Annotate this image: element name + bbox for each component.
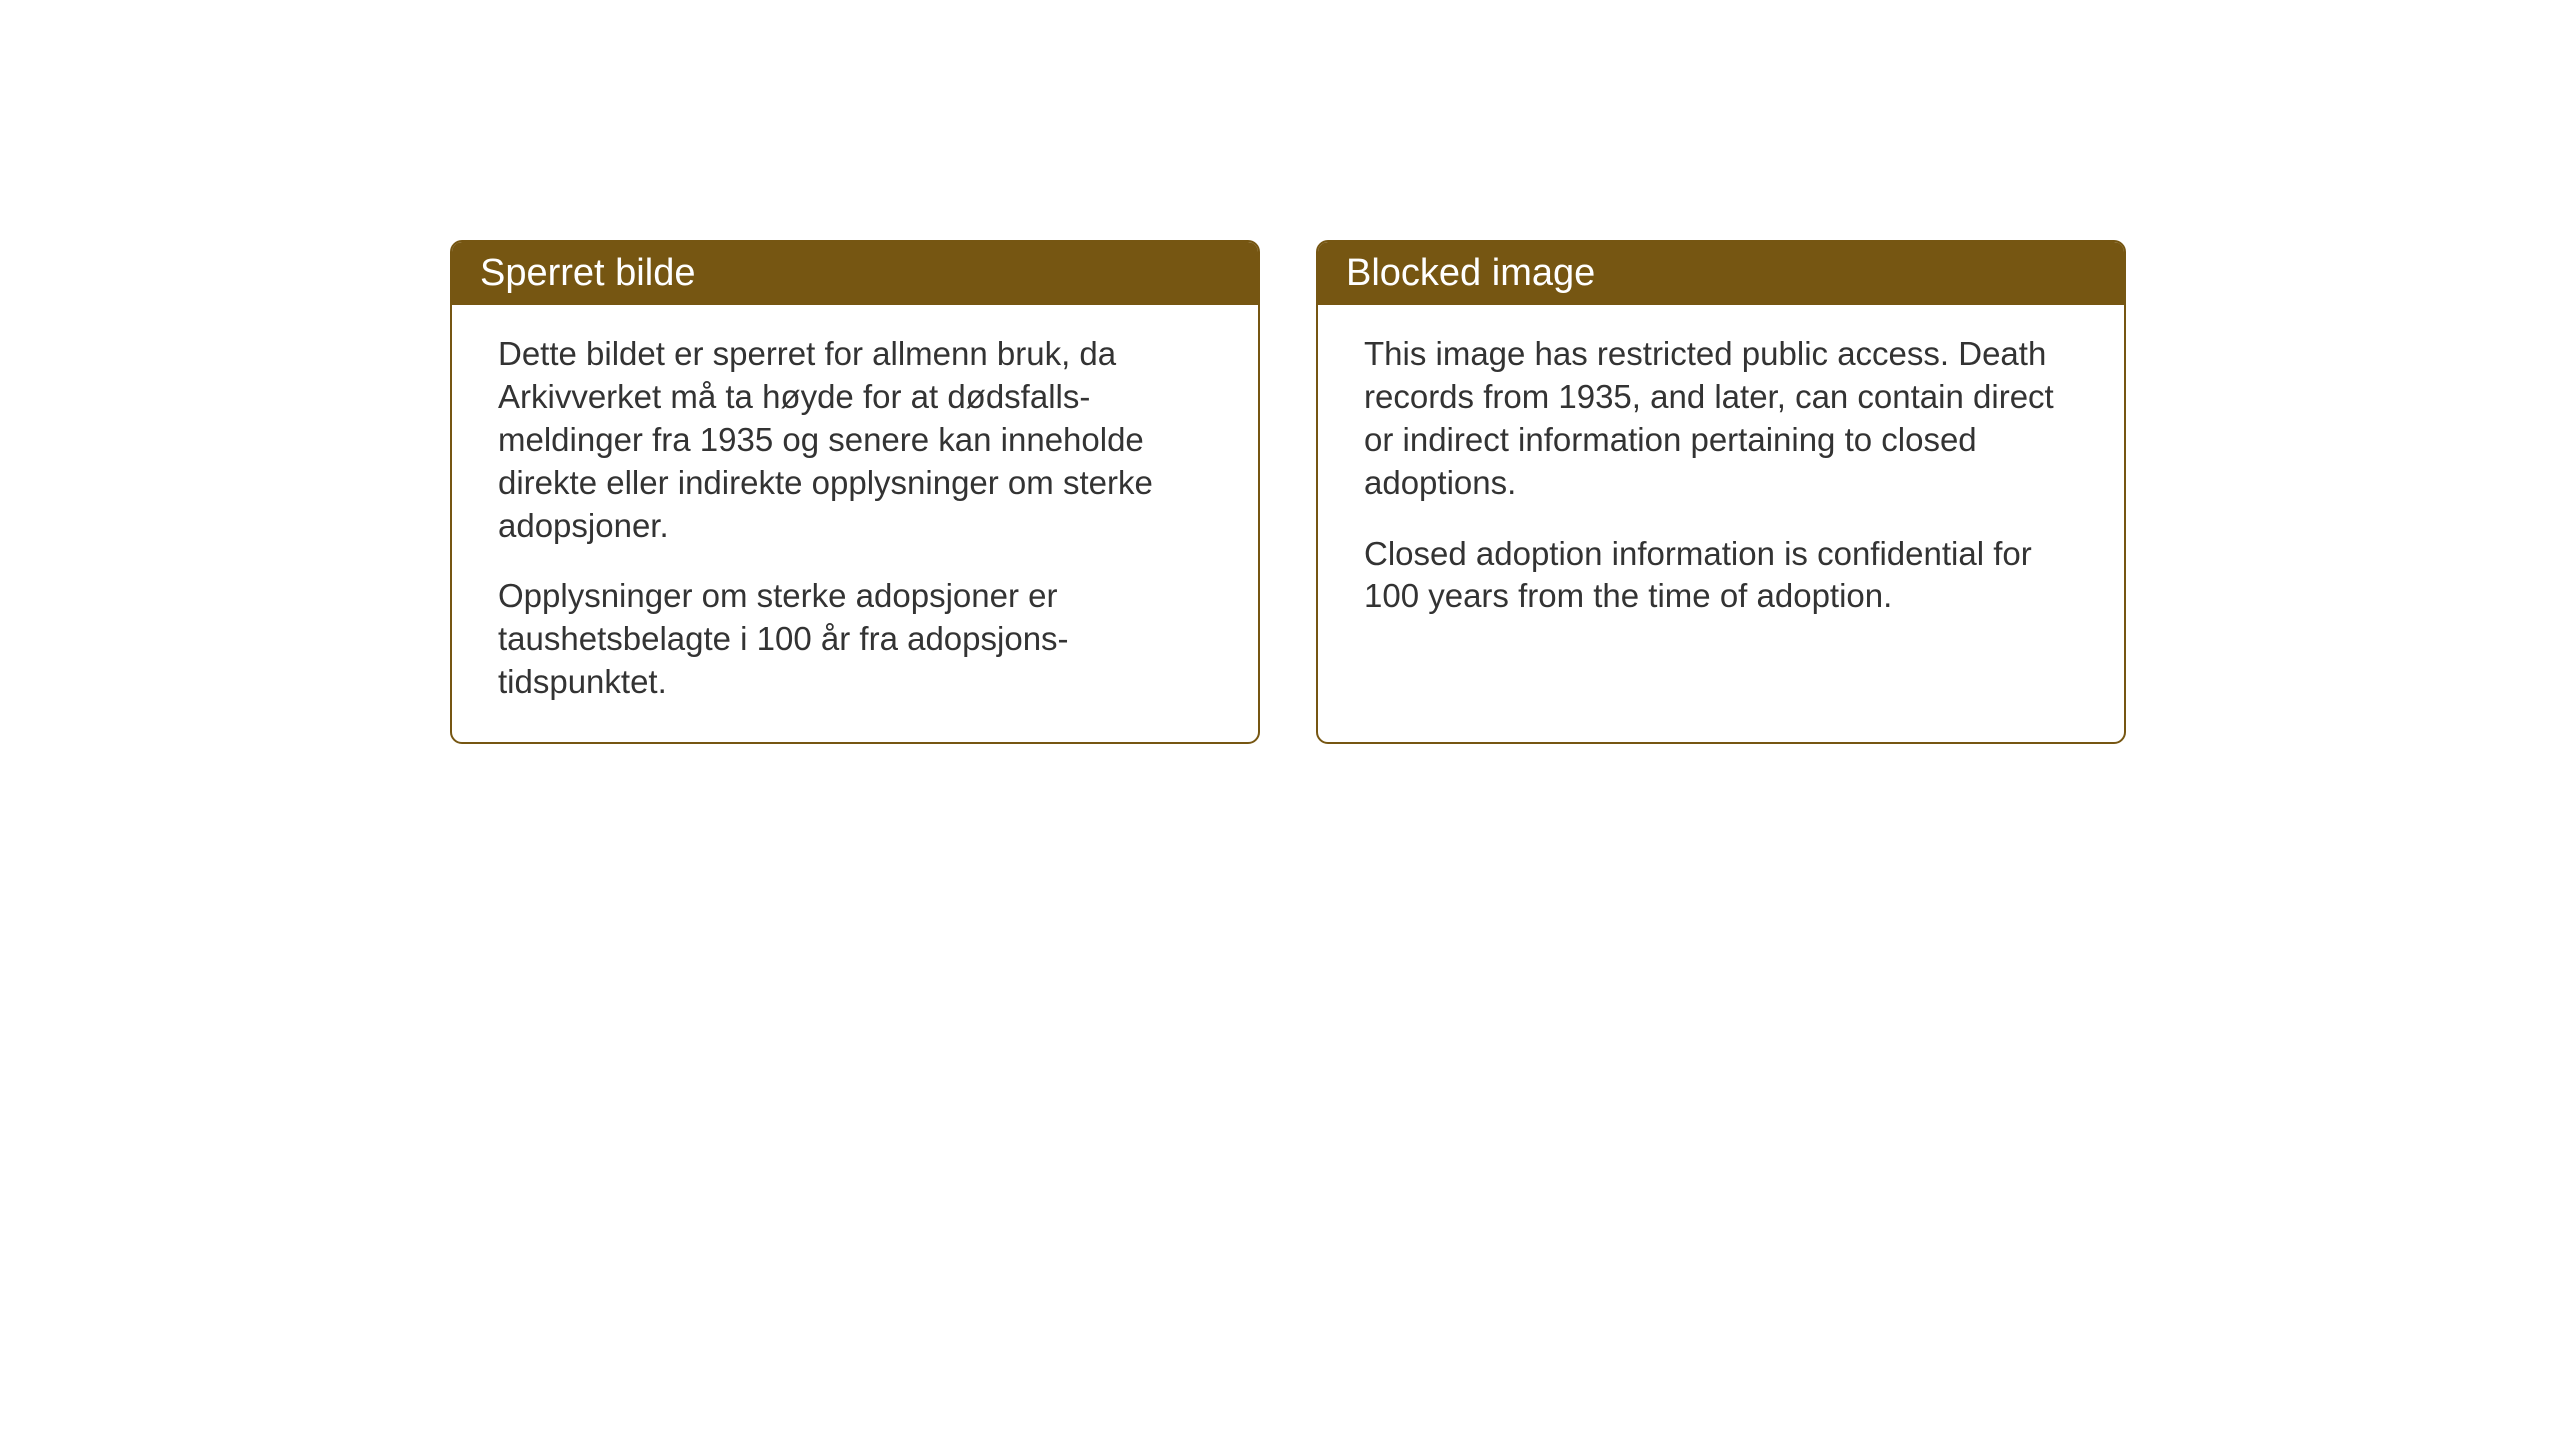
card-body-norwegian: Dette bildet er sperret for allmenn bruk… — [452, 305, 1258, 742]
paragraph-2-norwegian: Opplysninger om sterke adopsjoner er tau… — [498, 575, 1212, 704]
cards-container: Sperret bilde Dette bildet er sperret fo… — [450, 240, 2126, 744]
paragraph-2-english: Closed adoption information is confident… — [1364, 533, 2078, 619]
paragraph-1-english: This image has restricted public access.… — [1364, 333, 2078, 505]
card-header-english: Blocked image — [1318, 242, 2124, 305]
card-header-norwegian: Sperret bilde — [452, 242, 1258, 305]
paragraph-1-norwegian: Dette bildet er sperret for allmenn bruk… — [498, 333, 1212, 547]
card-english: Blocked image This image has restricted … — [1316, 240, 2126, 744]
card-norwegian: Sperret bilde Dette bildet er sperret fo… — [450, 240, 1260, 744]
card-body-english: This image has restricted public access.… — [1318, 305, 2124, 656]
